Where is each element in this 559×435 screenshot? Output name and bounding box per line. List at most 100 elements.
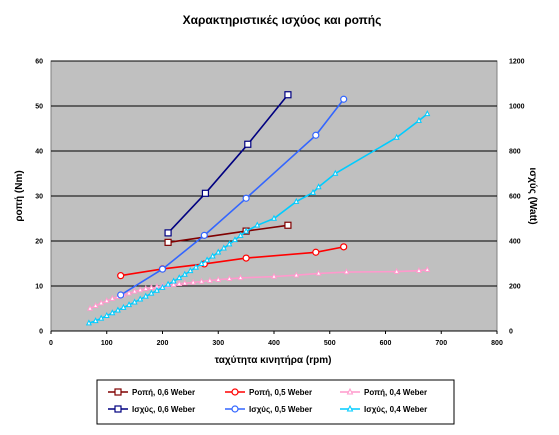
y-axis-title: ροπή (Nm)	[14, 170, 25, 221]
data-point	[220, 244, 227, 251]
data-point	[343, 268, 350, 275]
chart-title: Χαρακτηριστικές ισχύος και ροπής	[183, 13, 382, 27]
data-point	[148, 289, 155, 296]
data-point	[187, 267, 194, 274]
data-point	[170, 277, 177, 284]
data-point	[346, 404, 354, 412]
data-point	[209, 252, 216, 259]
series-line	[167, 94, 289, 234]
data-point	[231, 388, 239, 396]
data-point	[424, 110, 431, 117]
data-point	[312, 248, 320, 256]
right-axis-ticks: 0 200 400 600 800 1000 1200	[509, 59, 525, 336]
data-point	[142, 284, 149, 291]
y2-tick-label: 600	[509, 194, 521, 201]
data-point	[117, 272, 125, 280]
y-tick-label: 10	[35, 284, 43, 291]
legend-label: Ισχύς, 0,6 Weber	[132, 405, 195, 414]
data-point	[243, 227, 250, 234]
x-axis-ticks: 0 100 200 300 400 500 600 700 800	[49, 331, 503, 347]
legend-item: Ροπή, 0,6 Weber	[108, 388, 195, 397]
data-point	[165, 280, 172, 287]
x-tick-label: 400	[268, 340, 280, 347]
data-point	[98, 299, 105, 306]
data-point	[192, 263, 199, 270]
data-point	[159, 283, 166, 290]
data-point	[340, 243, 348, 251]
data-point	[310, 188, 317, 195]
data-point	[109, 294, 116, 301]
data-point	[315, 269, 322, 276]
y-tick-label: 20	[35, 239, 43, 246]
data-point	[103, 297, 110, 304]
series	[85, 110, 431, 326]
x-tick-label: 200	[157, 340, 169, 347]
y-tick-label: 30	[35, 194, 43, 201]
data-point	[312, 131, 320, 139]
x-tick-label: 100	[101, 340, 113, 347]
data-point	[293, 271, 300, 278]
data-point	[92, 317, 99, 324]
data-point	[176, 274, 183, 281]
data-point	[126, 301, 133, 308]
data-point	[332, 169, 339, 176]
data-point	[242, 254, 250, 262]
data-point	[198, 259, 205, 266]
series-line	[120, 246, 344, 277]
data-point	[170, 280, 177, 287]
data-point	[200, 231, 208, 239]
y2-tick-label: 1200	[509, 59, 525, 66]
data-point	[176, 279, 183, 287]
data-point	[242, 194, 250, 202]
data-point	[181, 270, 188, 277]
y2-tick-label: 0	[509, 329, 513, 336]
data-point	[270, 214, 278, 221]
y2-axis-title: ισχύς (Watt)	[527, 167, 538, 224]
data-point	[424, 266, 431, 273]
legend-item: Ροπή, 0,4 Weber	[340, 387, 427, 397]
data-point	[237, 231, 244, 238]
data-point	[98, 314, 105, 321]
left-axis-ticks: 0 10 20 30 40 50 60	[35, 59, 43, 336]
data-point	[293, 197, 300, 204]
series	[164, 91, 292, 237]
data-point	[142, 292, 149, 299]
data-point	[284, 221, 292, 229]
data-point	[346, 387, 354, 395]
data-point	[201, 189, 210, 197]
legend-item: Ισχύς, 0,5 Weber	[225, 405, 312, 414]
data-point	[215, 248, 222, 255]
x-tick-label: 800	[491, 340, 503, 347]
data-point	[237, 274, 244, 281]
data-point	[137, 295, 144, 302]
data-point	[114, 388, 122, 396]
data-point	[120, 303, 127, 310]
x-tick-label: 500	[324, 340, 336, 347]
data-point	[393, 267, 400, 274]
data-point	[158, 265, 167, 273]
data-point	[109, 309, 116, 316]
series	[117, 95, 348, 299]
y-tick-label: 0	[39, 329, 43, 336]
data-point	[215, 275, 222, 282]
data-point	[85, 319, 92, 326]
x-tick-label: 300	[212, 340, 224, 347]
series-line	[120, 98, 345, 296]
legend: Ροπή, 0,6 Weber Ροπή, 0,5 Weber Ροπή, 0,4 …	[96, 379, 455, 425]
legend-label: Ισχύς, 0,4 Weber	[364, 405, 427, 414]
y-tick-label: 40	[35, 149, 43, 156]
data-point	[231, 236, 238, 243]
data-point	[103, 311, 110, 318]
data-point	[87, 304, 94, 311]
data-point	[114, 306, 121, 313]
data-point	[226, 275, 233, 282]
data-point	[117, 291, 125, 299]
data-point	[415, 116, 422, 123]
data-point	[164, 238, 172, 246]
data-point	[126, 289, 133, 296]
y2-tick-label: 400	[509, 239, 521, 246]
data-point	[198, 277, 205, 284]
data-point	[415, 266, 422, 273]
legend-label: Ροπή, 0,6 Weber	[132, 388, 195, 397]
